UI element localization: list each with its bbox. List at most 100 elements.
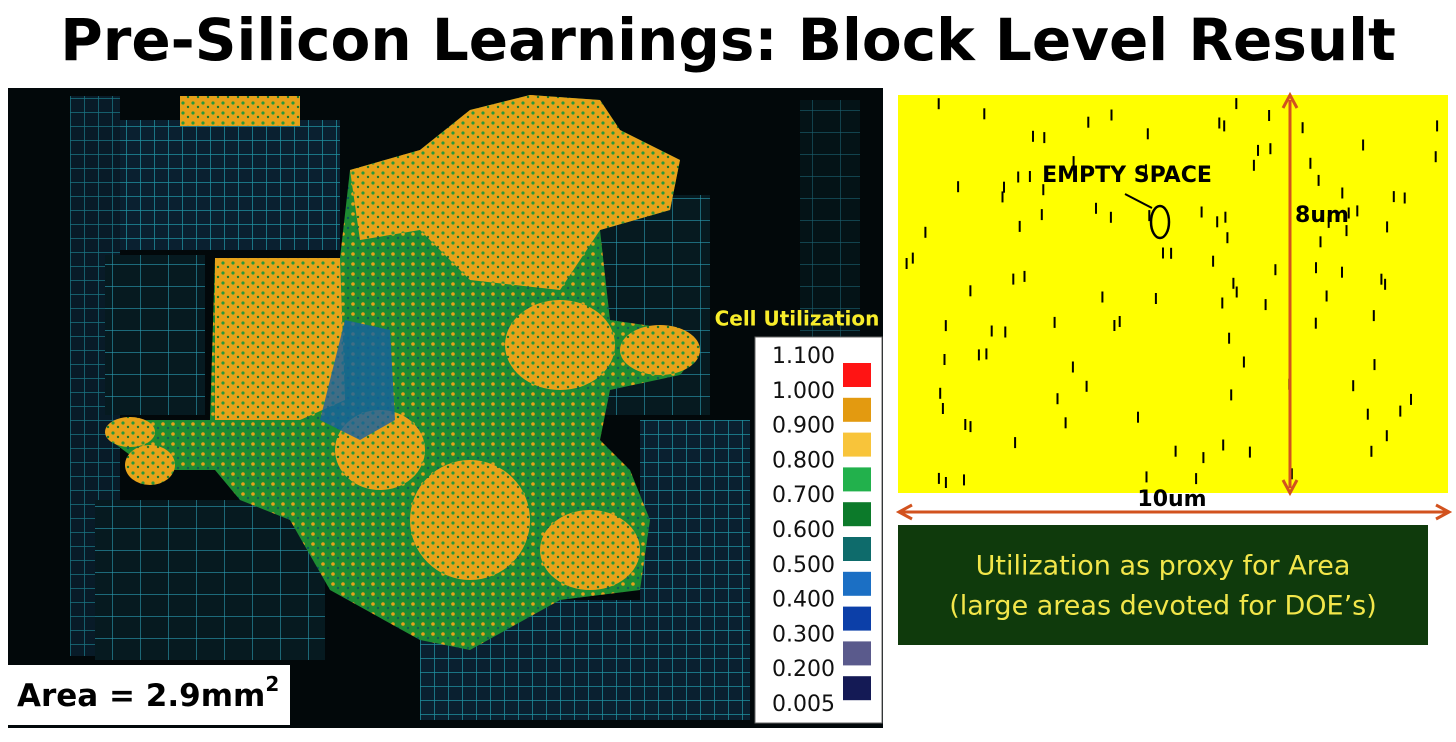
empty-space-mark (1309, 157, 1312, 169)
empty-space-mark (1222, 439, 1225, 451)
empty-space-mark (963, 474, 965, 486)
legend-label: 0.900 (772, 414, 835, 439)
legend-swatch (843, 432, 871, 457)
empty-space-mark (1109, 211, 1112, 223)
empty-space-mark (1053, 316, 1056, 328)
empty-space-mark (1384, 278, 1387, 290)
empty-space-mark (1410, 393, 1412, 405)
empty-space-mark (1301, 122, 1304, 134)
empty-space-mark (1290, 468, 1293, 480)
empty-space-mark (1248, 446, 1251, 458)
legend-swatch (843, 606, 871, 631)
empty-space-mark (1356, 205, 1359, 217)
empty-space-mark (1101, 291, 1104, 303)
empty-space-mark (983, 108, 986, 120)
empty-space-mark (1032, 130, 1034, 142)
legend-label: 0.200 (772, 657, 835, 682)
empty-space-mark (1012, 273, 1015, 285)
callout-line: (large areas devoted for DOE’s) (949, 591, 1377, 622)
empty-space-mark (1269, 143, 1272, 155)
empty-space-mark (1137, 411, 1139, 423)
legend-swatch (843, 641, 871, 666)
legend-title: Cell Utilization (715, 307, 880, 331)
callout-box (898, 525, 1428, 645)
empty-space-mark (1003, 181, 1005, 193)
callout-line: Utilization as proxy for Area (976, 551, 1351, 582)
empty-space-mark (1018, 220, 1021, 232)
empty-space-mark (1224, 211, 1227, 223)
empty-space-mark (1110, 109, 1113, 121)
legend-swatch (843, 571, 871, 596)
layout-heatmap (8, 88, 883, 728)
legend-label: 0.005 (772, 692, 835, 717)
legend-label: 0.500 (772, 553, 835, 578)
empty-space-mark (1341, 187, 1344, 199)
height-label: 8um (1295, 203, 1349, 228)
empty-space-mark (1242, 356, 1245, 368)
empty-space-mark (911, 252, 914, 264)
empty-space-mark (943, 354, 946, 365)
empty-space-mark (1043, 132, 1046, 144)
empty-space-mark (1341, 266, 1343, 278)
empty-space-mark (1232, 277, 1235, 289)
empty-space-mark (944, 320, 947, 332)
annotation-circle (1149, 204, 1171, 240)
empty-space-mark (1392, 191, 1395, 203)
area-text: Area = 2.9mm (17, 678, 265, 714)
empty-space-mark (924, 226, 927, 238)
empty-space-mark (1202, 452, 1205, 464)
empty-space-mark (985, 348, 988, 360)
empty-space-mark (1144, 164, 1147, 176)
legend-swatch (843, 467, 871, 492)
empty-space-mark (1352, 380, 1355, 392)
empty-space-mark (1221, 297, 1224, 309)
empty-space-mark (1228, 332, 1231, 344)
empty-space-mark (1064, 417, 1067, 429)
empty-space-mark (1174, 445, 1177, 457)
empty-space-mark (1325, 290, 1328, 302)
empty-space-mark (1095, 202, 1097, 214)
empty-space-mark (1004, 326, 1007, 338)
empty-space-mark (1319, 236, 1322, 248)
empty-space-mark (1366, 408, 1369, 420)
empty-space-mark (1001, 191, 1004, 203)
empty-space-mark (1014, 437, 1017, 449)
legend-label: 0.300 (772, 622, 835, 647)
empty-space-mark (939, 387, 942, 399)
empty-space-mark (1040, 209, 1043, 221)
empty-space-mark (1317, 174, 1320, 186)
legend-label: 0.400 (772, 588, 835, 613)
width-arrow-heads (895, 503, 1453, 521)
empty-space-mark (1268, 110, 1271, 121)
width-label: 10um (1137, 487, 1206, 512)
empty-space-mark (1023, 270, 1026, 282)
legend-label: 1.100 (772, 344, 835, 369)
empty-space-mark (1385, 430, 1388, 442)
empty-space-mark (1403, 192, 1406, 204)
empty-space-mark (1327, 216, 1330, 228)
empty-space-mark (1380, 273, 1383, 285)
empty-space-mark (1235, 98, 1238, 110)
area-label: Area = 2.9mm2 (17, 672, 279, 714)
empty-space-mark (1085, 380, 1088, 392)
empty-space-mark (1399, 405, 1402, 417)
annotation: EMPTY SPACE (1042, 163, 1212, 188)
slide-title: Pre-Silicon Learnings: Block Level Resul… (60, 6, 1396, 74)
empty-space-mark (964, 419, 967, 430)
empty-space-mark (1056, 393, 1059, 405)
empty-space-mark (1436, 120, 1439, 132)
legend-swatch (843, 676, 871, 701)
empty-space-mark (1372, 310, 1375, 322)
legend: 1.100 1.000 0.900 0.800 0.700 0.600 0.500 0.400… (772, 344, 871, 717)
empty-space-mark (990, 325, 993, 337)
empty-space-mark (937, 98, 940, 110)
empty-space-mark (1386, 221, 1389, 233)
empty-space-mark (1235, 286, 1238, 298)
empty-space-mark (905, 258, 908, 269)
area-box (8, 665, 290, 725)
empty-space-mark (941, 403, 944, 414)
empty-space-mark (1223, 120, 1226, 132)
empty-space-mark (1154, 293, 1157, 304)
empty-space-mark (1216, 216, 1219, 228)
